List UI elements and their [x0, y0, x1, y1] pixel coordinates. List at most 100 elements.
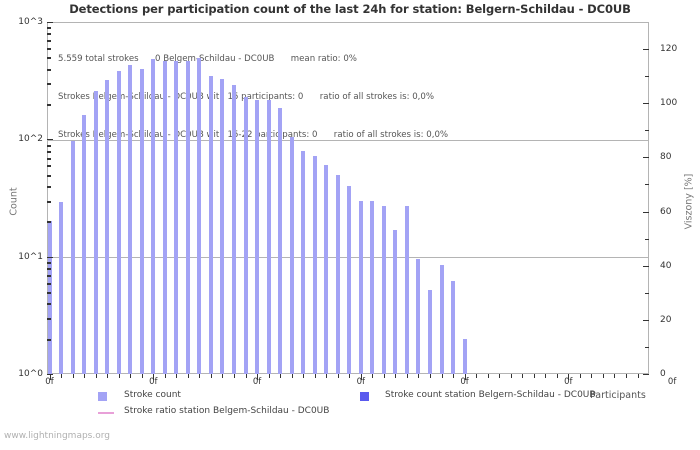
x-axis-tick — [406, 374, 408, 378]
bar — [381, 206, 386, 374]
x-axis-tick — [199, 374, 201, 378]
bar — [347, 186, 352, 374]
bar — [439, 264, 444, 374]
y-axis-right-minor-tick — [645, 130, 649, 132]
y-axis-left-minor-tick — [47, 200, 51, 203]
bar — [197, 58, 202, 374]
y-axis-left-minor-tick — [47, 268, 51, 271]
x-axis-tick-label: 0f — [356, 377, 365, 387]
x-axis-tick-label: 0f — [564, 377, 573, 387]
y-axis-left-minor-tick — [47, 221, 51, 224]
bar — [416, 259, 421, 374]
bar — [116, 71, 121, 374]
x-axis-tick — [510, 374, 512, 378]
y-axis-right-tick — [643, 211, 649, 213]
x-axis-tick — [637, 374, 639, 378]
y-axis-left-minor-tick — [47, 68, 51, 71]
legend-label: Stroke count — [124, 390, 181, 400]
x-axis-tick — [291, 374, 293, 378]
y-axis-right-minor-tick — [645, 346, 649, 348]
x-axis-tick — [568, 374, 570, 380]
y-axis-left-minor-tick — [47, 165, 51, 168]
bar — [59, 202, 64, 374]
x-axis-tick — [49, 374, 51, 380]
x-axis-tick — [591, 374, 593, 378]
x-axis-tick — [314, 374, 316, 378]
x-axis-tick — [372, 374, 374, 378]
x-axis-tick — [141, 374, 143, 378]
bar — [324, 165, 329, 374]
y-axis-left-minor-tick — [47, 157, 51, 160]
x-axis-tick — [602, 374, 604, 378]
y-axis-right-title: Viszony [%] — [683, 173, 695, 230]
y-axis-right-tick-label: 80 — [660, 152, 672, 163]
x-axis-tick — [153, 374, 155, 380]
x-axis-tick — [418, 374, 420, 378]
chart-legend: Stroke count Stroke count station Belgern… — [0, 388, 700, 428]
x-axis-tick — [556, 374, 558, 378]
x-axis-tick — [130, 374, 132, 378]
x-axis-tick — [441, 374, 443, 378]
y-axis-left-minor-tick — [47, 274, 51, 277]
x-axis-tick — [522, 374, 524, 378]
y-axis-right-tick — [643, 103, 649, 105]
y-axis-left-tick-label: 10^1 — [18, 251, 43, 262]
watermark: www.lightningmaps.org — [4, 431, 110, 441]
x-axis-tick — [383, 374, 385, 378]
y-axis-left-tick — [47, 22, 53, 23]
bar — [335, 174, 340, 374]
y-axis-right-minor-tick — [645, 292, 649, 294]
x-axis-tick — [107, 374, 109, 378]
bar — [255, 100, 260, 374]
y-axis-left-title: Count — [8, 187, 20, 216]
x-axis-tick — [326, 374, 328, 378]
x-axis-tick — [176, 374, 178, 378]
x-axis-title: Participants — [590, 390, 646, 401]
y-axis-right-tick — [643, 265, 649, 267]
y-axis-left-minor-tick — [47, 48, 51, 51]
x-axis-tick — [360, 374, 362, 380]
bar — [370, 200, 375, 374]
bar — [278, 108, 283, 374]
y-axis-left-minor-tick — [47, 282, 51, 285]
y-axis-left-tick — [47, 139, 53, 141]
x-axis-tick — [61, 374, 63, 378]
bar — [139, 68, 144, 374]
x-axis-tick-label: 0f — [45, 377, 54, 387]
legend-label: Stroke count station Belgern-Schildau - … — [385, 390, 596, 400]
x-axis-tick — [533, 374, 535, 378]
y-axis-right-tick-label: 120 — [660, 44, 678, 55]
x-axis-tick — [245, 374, 247, 378]
y-axis-right-tick-label: 0 — [660, 369, 666, 379]
x-axis-tick-label: 0f — [252, 377, 262, 387]
x-axis-tick — [395, 374, 397, 378]
y-axis-right-tick-label: 100 — [660, 98, 678, 109]
y-axis-left-tick-label: 10^2 — [18, 134, 43, 145]
y-axis-left-minor-tick — [47, 303, 51, 306]
x-axis-tick — [210, 374, 212, 378]
y-axis-right-tick — [643, 157, 649, 159]
bar — [451, 281, 456, 374]
y-axis-left: 10^3 10^2 10^1 10^0 — [0, 0, 43, 450]
x-axis-tick — [579, 374, 581, 378]
y-axis-left-minor-tick — [47, 150, 51, 153]
x-axis-tick-label: 0f — [667, 377, 677, 387]
bar — [174, 60, 179, 374]
x-axis-tick — [349, 374, 351, 378]
y-axis-left-minor-tick — [47, 33, 51, 36]
bar — [266, 100, 271, 374]
y-axis-left-tick-label: 10^0 — [18, 369, 43, 379]
y-axis-left-minor-tick — [47, 338, 51, 341]
x-axis-tick — [187, 374, 189, 378]
bar — [151, 59, 156, 374]
x-axis-tick — [464, 374, 466, 380]
bar — [105, 80, 110, 374]
y-axis-left-tick — [47, 256, 53, 258]
bar — [185, 60, 190, 374]
bar-series — [47, 22, 649, 374]
legend-label: Stroke ratio station Belgem-Schildau - D… — [124, 406, 330, 416]
y-axis-left-minor-tick — [47, 57, 51, 60]
x-axis-tick-label: 0f — [460, 377, 469, 387]
y-axis-right: 120 100 80 60 40 20 0 — [652, 0, 692, 450]
